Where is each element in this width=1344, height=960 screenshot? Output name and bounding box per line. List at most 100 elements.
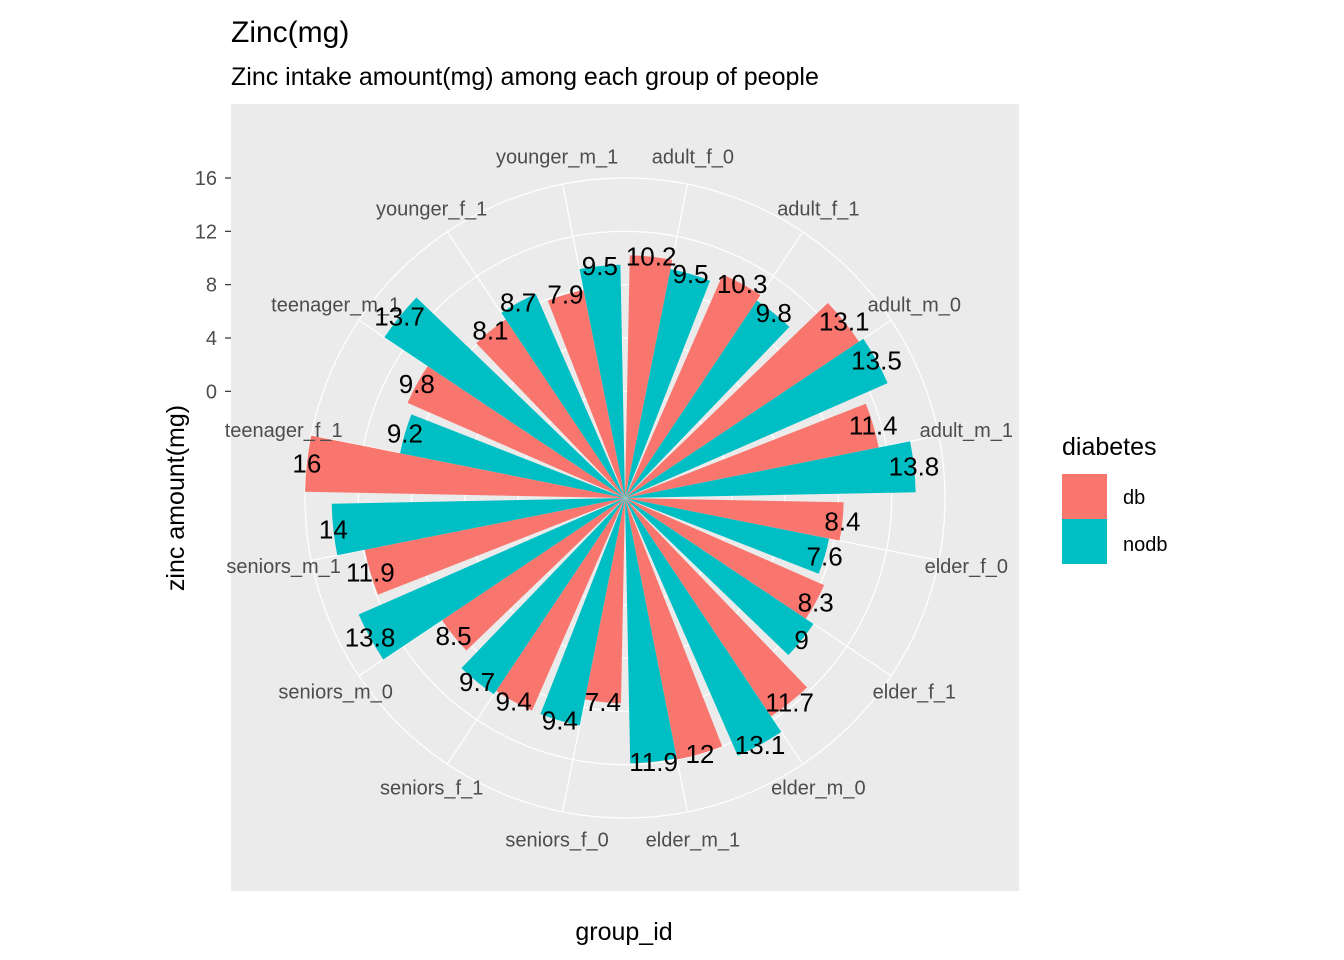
value-label-nodb-seniors_m_1: 14 — [319, 515, 348, 545]
category-label-elder_m_1: elder_m_1 — [646, 829, 741, 851]
bar-db-adult_f_0 — [625, 255, 673, 498]
bar-nodb-elder_m_0 — [625, 498, 782, 756]
bar-nodb-adult_f_1 — [625, 300, 790, 498]
category-label-seniors_f_0: seniors_f_0 — [505, 829, 608, 851]
value-label-nodb-elder_f_1: 9 — [794, 625, 808, 655]
category-label-seniors_f_1: seniors_f_1 — [380, 777, 483, 799]
bar-nodb-seniors_f_0 — [540, 498, 625, 726]
category-label-seniors_m_1: seniors_m_1 — [226, 556, 341, 578]
value-label-nodb-adult_m_1: 13.8 — [889, 452, 940, 482]
category-label-teenager_m_1: teenager_m_1 — [271, 295, 400, 317]
value-label-nodb-elder_f_0: 7.6 — [807, 541, 843, 571]
value-label-nodb-elder_m_0: 13.1 — [735, 730, 786, 760]
bar-db-elder_f_0 — [625, 498, 844, 541]
legend-title: diabetes — [1062, 433, 1157, 461]
chart-title: Zinc(mg) — [231, 16, 349, 49]
category-label-elder_f_1: elder_f_1 — [873, 681, 956, 703]
bar-nodb-younger_m_1 — [579, 264, 625, 498]
bar-nodb-seniors_m_1 — [331, 498, 625, 556]
category-label-adult_m_0: adult_m_0 — [868, 295, 961, 317]
value-label-db-elder_m_1: 12 — [685, 739, 714, 769]
category-label-teenager_f_1: teenager_f_1 — [225, 420, 343, 442]
grid-circle — [517, 390, 733, 606]
y-tick-label: 0 — [206, 381, 217, 403]
y-tick-label: 16 — [195, 168, 217, 190]
value-label-db-seniors_m_0: 8.5 — [435, 621, 471, 651]
bar-db-adult_m_1 — [625, 403, 879, 498]
bars-layer — [305, 255, 916, 764]
legend-swatch-nodb — [1062, 519, 1107, 564]
value-label-db-adult_f_1: 10.3 — [717, 269, 768, 299]
grid-circle — [304, 177, 946, 819]
bar-db-seniors_f_0 — [584, 498, 625, 704]
category-label-adult_m_1: adult_m_1 — [920, 420, 1013, 442]
bar-nodb-adult_m_1 — [625, 441, 916, 498]
y-tick-label: 4 — [206, 328, 217, 350]
value-label-nodb-adult_m_0: 13.5 — [851, 345, 902, 375]
value-label-nodb-teenager_f_1: 9.2 — [387, 419, 423, 449]
category-label-elder_m_0: elder_m_0 — [771, 777, 866, 799]
radial-axis: 0 4 8 12 16 — [195, 168, 231, 403]
category-label-seniors_m_0: seniors_m_0 — [278, 681, 393, 703]
y-tick-label: 12 — [195, 221, 217, 243]
y-tick-label: 8 — [206, 275, 217, 297]
value-label-nodb-younger_f_1: 8.7 — [500, 288, 536, 318]
value-label-nodb-seniors_f_1: 9.7 — [459, 667, 495, 697]
value-label-nodb-teenager_m_1: 13.7 — [374, 302, 425, 332]
x-axis-title: group_id — [575, 918, 672, 946]
value-label-db-adult_m_0: 13.1 — [819, 307, 870, 337]
value-label-db-younger_m_1: 7.9 — [547, 280, 583, 310]
bar-nodb-teenager_f_1 — [400, 414, 625, 498]
value-label-db-adult_f_0: 10.2 — [626, 242, 677, 272]
bar-nodb-elder_f_0 — [625, 498, 830, 574]
value-label-db-elder_f_0: 8.4 — [824, 507, 860, 537]
category-labels: adult_f_0 adult_f_1 adult_m_0 adult_m_1elde… — [225, 147, 1013, 852]
legend-label-db: db — [1123, 487, 1145, 509]
bar-nodb-adult_f_0 — [625, 269, 711, 498]
bar-db-elder_m_0 — [625, 498, 808, 717]
bar-db-elder_f_1 — [625, 498, 825, 619]
bar-db-seniors_m_1 — [364, 498, 625, 595]
value-label-db-elder_f_1: 8.3 — [798, 587, 834, 617]
category-label-adult_f_0: adult_f_0 — [652, 147, 734, 169]
legend: diabetes db nodb — [1062, 433, 1168, 564]
bar-db-teenager_m_1 — [407, 366, 625, 498]
bar-db-adult_f_1 — [625, 274, 761, 498]
category-label-younger_m_1: younger_m_1 — [496, 147, 618, 169]
category-label-elder_f_0: elder_f_0 — [925, 556, 1008, 578]
bar-nodb-seniors_m_0 — [358, 498, 625, 660]
value-label-nodb-younger_m_1: 9.5 — [582, 251, 618, 281]
value-label-nodb-elder_m_1: 11.9 — [629, 747, 678, 777]
chart-subtitle: Zinc intake amount(mg) among each group … — [231, 63, 819, 91]
value-label-db-teenager_f_1: 16 — [292, 449, 321, 479]
value-label-db-seniors_f_1: 9.4 — [496, 687, 532, 717]
bar-db-younger_f_1 — [476, 319, 625, 498]
value-label-nodb-seniors_f_0: 9.4 — [542, 706, 578, 736]
bar-db-younger_m_1 — [547, 290, 625, 498]
value-label-db-seniors_f_0: 7.4 — [585, 687, 621, 717]
bar-nodb-seniors_f_1 — [461, 498, 625, 695]
grid-circle — [411, 284, 839, 712]
value-label-db-adult_m_1: 11.4 — [849, 410, 898, 440]
value-label-db-seniors_m_1: 11.9 — [346, 558, 395, 588]
bar-nodb-elder_m_1 — [625, 498, 677, 764]
value-label-nodb-adult_f_0: 9.5 — [672, 259, 708, 289]
bar-nodb-adult_m_0 — [625, 338, 888, 498]
grid-circle — [357, 230, 893, 766]
value-label-db-elder_m_0: 11.7 — [765, 688, 814, 718]
y-axis-title: zinc amount(mg) — [162, 405, 190, 591]
value-label-db-teenager_m_1: 9.8 — [399, 369, 435, 399]
bar-db-adult_m_0 — [625, 303, 859, 498]
bar-db-elder_m_1 — [625, 498, 723, 760]
grid-circle — [464, 337, 786, 659]
bar-db-seniors_m_0 — [442, 498, 625, 651]
category-label-adult_f_1: adult_f_1 — [777, 199, 859, 221]
legend-swatch-db — [1062, 474, 1107, 519]
value-label-db-younger_f_1: 8.1 — [472, 316, 508, 346]
value-label-nodb-seniors_m_0: 13.8 — [345, 623, 396, 653]
bar-nodb-elder_f_1 — [625, 498, 814, 656]
legend-label-nodb: nodb — [1123, 534, 1168, 556]
bar-nodb-younger_f_1 — [501, 293, 625, 498]
bar-db-teenager_f_1 — [305, 435, 625, 498]
